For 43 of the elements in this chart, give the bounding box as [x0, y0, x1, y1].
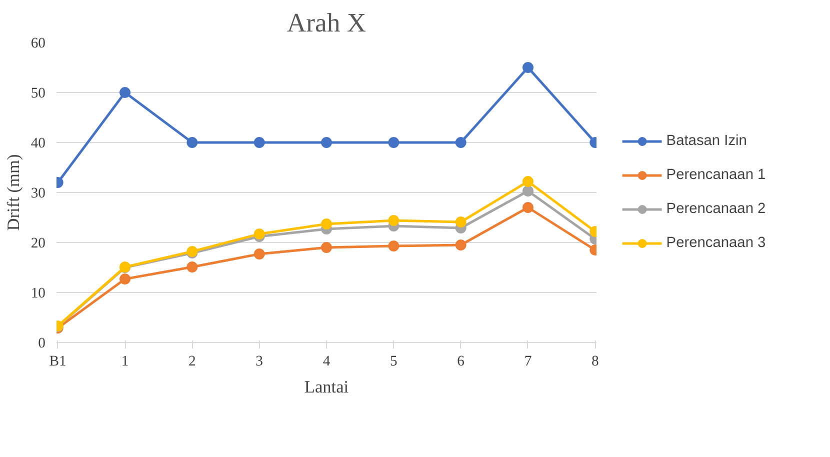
point	[522, 62, 534, 73]
x-tick-label: 5	[390, 354, 398, 370]
x-tick-label: 2	[188, 354, 196, 370]
point	[321, 137, 332, 148]
point	[522, 202, 534, 213]
y-tick-label: 30	[30, 186, 46, 202]
y-tick-label: 10	[30, 286, 46, 302]
point	[388, 240, 400, 252]
point	[321, 218, 332, 230]
y-tick-label: 40	[30, 136, 46, 152]
y-tick-label: 0	[38, 336, 46, 352]
point	[186, 137, 198, 148]
point	[522, 176, 534, 187]
point	[522, 186, 534, 196]
chart-title: Arah X	[286, 8, 366, 38]
point	[120, 87, 131, 98]
x-tick-label: 8	[591, 354, 599, 370]
x-tick-label: 4	[322, 354, 331, 370]
point	[388, 215, 400, 226]
point	[455, 240, 466, 250]
x-tick-label: 1	[121, 354, 129, 370]
point	[455, 137, 466, 148]
x-tick-label: B1	[49, 354, 66, 370]
y-tick-label: 50	[30, 86, 46, 102]
x-tick-label: 6	[457, 354, 464, 370]
point	[254, 248, 265, 260]
point	[455, 216, 466, 228]
x-axis-title: Lantai	[304, 378, 349, 396]
legend-label: Perencanaan 1	[666, 167, 766, 183]
x-tick-label: 7	[524, 354, 532, 370]
y-axis-title: Drift (mm)	[4, 154, 23, 231]
point	[321, 242, 332, 253]
y-tick-label: 60	[30, 36, 46, 52]
x-tick-label: 3	[256, 354, 263, 370]
point	[254, 228, 265, 240]
legend-label: Batasan Izin	[666, 133, 747, 149]
y-tick-label: 20	[30, 236, 46, 252]
point	[388, 137, 400, 148]
legend-label: Perencanaan 3	[666, 235, 766, 251]
point	[120, 274, 131, 284]
point	[186, 262, 198, 272]
point	[254, 137, 265, 148]
legend-label: Perencanaan 2	[666, 201, 766, 217]
